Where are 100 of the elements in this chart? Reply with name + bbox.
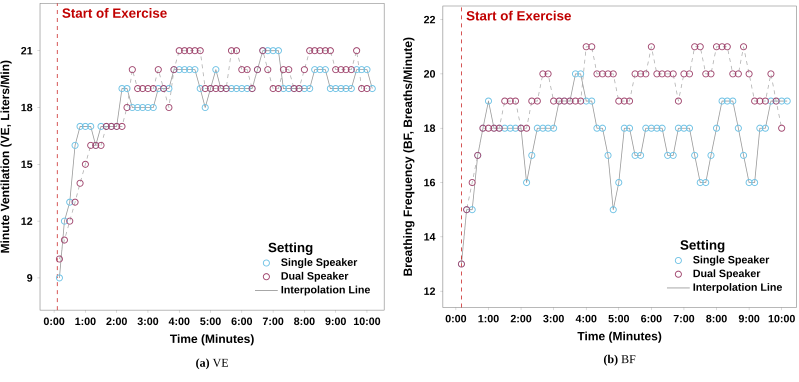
point bbox=[572, 97, 579, 105]
x-tick-label: 2:00 bbox=[510, 314, 532, 322]
point bbox=[274, 84, 282, 92]
point bbox=[734, 70, 742, 78]
point bbox=[767, 70, 774, 78]
x-tick-label: 8:00 bbox=[294, 317, 315, 325]
point bbox=[512, 97, 520, 105]
point bbox=[332, 66, 340, 74]
point bbox=[632, 70, 639, 78]
point bbox=[534, 97, 541, 105]
point bbox=[353, 47, 360, 54]
point bbox=[82, 160, 89, 168]
point bbox=[577, 97, 584, 105]
x-tick-label: 2:00 bbox=[106, 317, 127, 325]
point bbox=[762, 97, 769, 105]
point bbox=[191, 47, 198, 54]
point bbox=[523, 124, 530, 132]
point bbox=[778, 124, 786, 132]
point bbox=[658, 70, 666, 78]
point bbox=[506, 97, 514, 105]
y-tick-label: 15 bbox=[21, 160, 32, 168]
point bbox=[76, 180, 84, 187]
point bbox=[653, 70, 660, 78]
y-tick-label: 12 bbox=[424, 287, 436, 295]
point bbox=[756, 97, 764, 105]
y-tick-label: 18 bbox=[21, 104, 32, 112]
point bbox=[72, 198, 79, 206]
point bbox=[165, 104, 172, 111]
point bbox=[337, 66, 345, 74]
point bbox=[707, 70, 715, 78]
y-tick-label: 9 bbox=[27, 274, 32, 282]
text: (b) BF bbox=[604, 354, 636, 366]
point bbox=[696, 43, 704, 50]
point bbox=[615, 97, 622, 105]
point bbox=[306, 47, 314, 54]
point bbox=[202, 84, 209, 92]
point bbox=[123, 104, 131, 111]
point bbox=[154, 66, 162, 74]
point bbox=[544, 70, 552, 78]
point bbox=[582, 43, 590, 50]
point bbox=[670, 70, 677, 78]
point bbox=[186, 47, 194, 54]
text: (a) VE bbox=[196, 358, 228, 370]
point bbox=[56, 255, 63, 262]
point bbox=[118, 122, 126, 130]
point bbox=[238, 66, 246, 74]
x-tick-label: 3:00 bbox=[138, 317, 158, 326]
x-tick-label: 7:00 bbox=[674, 314, 694, 322]
x-tick-label: 0:00 bbox=[44, 317, 64, 325]
x-tick-label: 10:00 bbox=[354, 317, 380, 325]
point bbox=[691, 43, 698, 50]
point bbox=[212, 84, 220, 92]
legend-title: Setting bbox=[268, 242, 312, 255]
point bbox=[664, 70, 672, 78]
x-tick-label: 6:00 bbox=[641, 314, 662, 322]
legend-label: Interpolation Line bbox=[282, 286, 370, 296]
point bbox=[620, 97, 628, 105]
point bbox=[316, 47, 324, 54]
y-tick-label: 12 bbox=[21, 217, 32, 225]
point bbox=[196, 47, 204, 54]
point bbox=[729, 70, 736, 78]
legend-title: Setting bbox=[680, 240, 724, 252]
point bbox=[610, 70, 617, 78]
point bbox=[468, 178, 476, 186]
x-axis-title: Time (Minutes) bbox=[170, 334, 254, 346]
point bbox=[501, 97, 508, 105]
point bbox=[674, 97, 682, 105]
point bbox=[181, 47, 188, 54]
point bbox=[144, 84, 152, 92]
point bbox=[348, 66, 355, 74]
point bbox=[642, 70, 650, 78]
point bbox=[598, 70, 606, 78]
point bbox=[588, 43, 596, 50]
point bbox=[358, 84, 366, 92]
point bbox=[724, 43, 731, 50]
point bbox=[134, 84, 142, 92]
y-axis-title: Minute Ventilation (VE, Liters/Min) bbox=[0, 60, 12, 253]
point bbox=[342, 66, 350, 74]
point bbox=[66, 218, 74, 225]
point bbox=[637, 70, 644, 78]
point bbox=[176, 47, 183, 54]
legend-label: Single Speaker bbox=[693, 256, 770, 266]
x-tick-label: 4:00 bbox=[168, 317, 190, 325]
point bbox=[300, 66, 308, 74]
point bbox=[264, 66, 272, 74]
point bbox=[87, 142, 94, 149]
point bbox=[363, 84, 370, 92]
x-tick-label: 5:00 bbox=[608, 314, 630, 322]
y-tick-label: 16 bbox=[424, 178, 436, 186]
point bbox=[593, 70, 600, 78]
x-tick-label: 9:00 bbox=[738, 314, 760, 322]
point bbox=[740, 43, 748, 50]
x-tick-label: 1:00 bbox=[478, 314, 499, 322]
point bbox=[285, 66, 292, 74]
point bbox=[648, 43, 655, 50]
point bbox=[539, 70, 546, 78]
x-tick-label: 1:00 bbox=[75, 317, 96, 325]
x-tick-label: 9:00 bbox=[325, 317, 346, 325]
point bbox=[702, 70, 710, 78]
point bbox=[326, 47, 334, 54]
